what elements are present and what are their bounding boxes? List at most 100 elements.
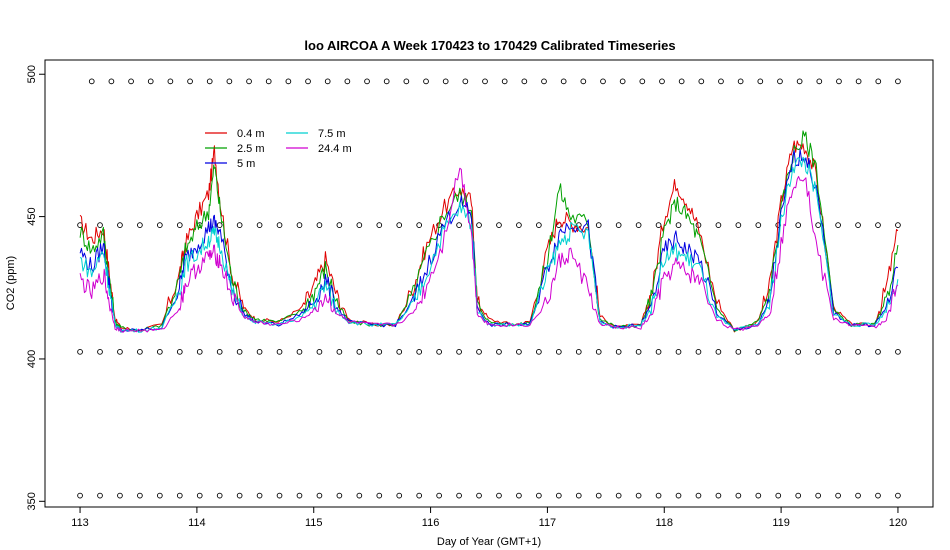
legend: 0.4 m 2.5 m 5 m 7.5 m 24.4 m [205,128,352,170]
status-point [336,348,343,355]
status-point [226,78,233,85]
status-point [715,492,722,499]
status-point [655,492,662,499]
status-point [555,348,562,355]
status-point [755,348,762,355]
status-point [678,78,685,85]
series-line-0 [79,140,899,333]
status-point [595,492,602,499]
status-point [285,78,292,85]
chart-title: loo AIRCOA A Week 170423 to 170429 Calib… [304,38,675,53]
status-point [595,222,602,228]
status-point [396,348,403,355]
status-point [575,348,582,355]
status-point [416,222,423,228]
status-point [835,348,841,355]
status-point [735,222,742,228]
status-point [855,348,861,355]
status-point [147,78,154,85]
status-point [316,348,323,355]
status-point [117,348,123,355]
status-point [580,78,587,85]
status-point [639,78,646,85]
status-point [456,222,462,228]
status-point [536,492,542,499]
status-point [855,492,861,499]
x-tick-label: 119 [772,517,790,529]
status-point [88,78,95,85]
status-point [336,492,343,499]
status-point [383,78,390,85]
status-point [496,222,502,228]
status-point [216,492,223,499]
status-point [176,348,183,355]
status-point [156,222,163,228]
status-point [635,222,642,228]
status-point [256,348,263,355]
status-point [77,348,83,355]
status-point [675,348,682,355]
status-point [416,492,423,499]
status-point [775,348,782,355]
status-point [615,222,622,228]
x-tick-label: 117 [539,517,557,529]
status-point [396,222,403,228]
status-point [541,78,547,85]
status-point [659,78,665,85]
status-point [501,78,508,85]
status-point [296,348,303,355]
status-point [895,348,901,355]
x-tick-label: 118 [655,517,673,529]
status-point [256,222,263,228]
status-point [276,222,283,228]
status-point [516,222,522,228]
legend-label: 24.4 m [318,143,352,155]
status-point [176,222,183,228]
status-point [137,492,143,499]
y-tick-label: 350 [26,492,38,510]
x-tick-label: 113 [71,517,89,529]
status-point [735,348,742,355]
status-point [595,348,602,355]
status-point [757,78,764,85]
x-tick-label: 114 [188,517,206,529]
status-point [196,492,203,499]
x-tick-label: 116 [422,517,440,529]
status-point [796,78,803,85]
series-lines [79,130,899,333]
status-point [456,348,462,355]
status-point [296,222,303,228]
legend-label: 5 m [237,158,255,170]
status-point [755,222,762,228]
plot-frame [44,59,934,508]
status-point [236,348,243,355]
status-point [895,222,901,228]
status-point [875,222,881,228]
status-markers [77,78,901,499]
status-point [835,222,841,228]
status-point [108,78,115,85]
x-axis-label: Day of Year (GMT+1) [437,536,541,548]
status-point [316,492,323,499]
status-point [735,492,742,499]
status-point [77,492,83,499]
status-point [364,78,370,85]
status-point [777,78,783,85]
y-tick-label: 400 [26,350,38,368]
status-point [816,78,823,85]
status-point [715,348,722,355]
status-point [875,348,881,355]
status-point [635,492,642,499]
status-point [521,78,528,85]
status-point [246,78,252,85]
status-point [236,492,243,499]
status-point [176,492,183,499]
status-point [476,222,482,228]
status-point [376,222,383,228]
x-tick-label: 115 [305,517,323,529]
status-point [815,348,822,355]
status-point [600,78,606,85]
status-point [675,222,682,228]
status-point [815,222,822,228]
status-point [476,492,482,499]
